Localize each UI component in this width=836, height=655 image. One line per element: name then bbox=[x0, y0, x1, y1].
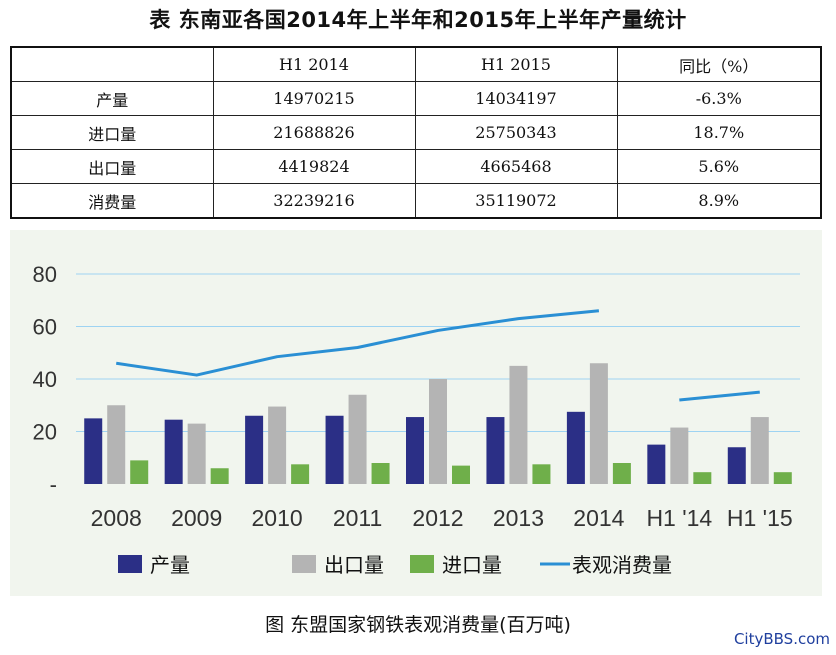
table-row: 出口量 4419824 4665468 5.6% bbox=[10, 149, 822, 184]
figure-caption: 图 东盟国家钢铁表观消费量(百万吨) bbox=[265, 614, 571, 636]
cell-h1-2015: 4665468 bbox=[414, 149, 618, 184]
cell-yoy: 5.6% bbox=[616, 149, 822, 184]
y-tick-label: 80 bbox=[33, 262, 57, 287]
bar-3 bbox=[693, 472, 712, 484]
x-tick-label: H1 '15 bbox=[727, 505, 793, 531]
stats-table: H1 2014 H1 2015 同比（%） 产量 14970215 140341… bbox=[10, 46, 822, 219]
table-row: 进口量 21688826 25750343 18.7% bbox=[10, 115, 822, 150]
table-header-cell bbox=[10, 46, 214, 82]
bar-2 bbox=[107, 405, 126, 484]
table-header-cell: 同比（%） bbox=[616, 46, 822, 82]
table-header-cell: H1 2014 bbox=[212, 46, 416, 82]
cell-h1-2015: 35119072 bbox=[414, 183, 618, 219]
watermark: CityBBS.com bbox=[733, 630, 830, 648]
legend-label: 进口量 bbox=[442, 553, 502, 577]
cell-h1-2014: 14970215 bbox=[212, 81, 416, 116]
cell-yoy: 18.7% bbox=[616, 115, 822, 150]
bar-1 bbox=[486, 417, 505, 484]
x-tick-label: 2013 bbox=[493, 505, 544, 531]
y-tick-label: 20 bbox=[33, 420, 57, 445]
table-row: 产量 14970215 14034197 -6.3% bbox=[10, 81, 822, 116]
bar-2 bbox=[589, 363, 608, 484]
bar-1 bbox=[84, 418, 103, 484]
bar-3 bbox=[773, 472, 792, 484]
bar-2 bbox=[670, 427, 689, 484]
cell-h1-2014: 32239216 bbox=[212, 183, 416, 219]
cell-h1-2015: 14034197 bbox=[414, 81, 618, 116]
legend-label: 出口量 bbox=[324, 553, 384, 577]
row-label: 进口量 bbox=[10, 115, 214, 150]
table-title: 表 东南亚各国2014年上半年和2015年上半年产量统计 bbox=[149, 8, 687, 32]
y-tick-label: 60 bbox=[33, 315, 57, 340]
x-tick-label: 2009 bbox=[171, 505, 222, 531]
bar-2 bbox=[268, 406, 287, 484]
x-tick-label: 2008 bbox=[91, 505, 142, 531]
y-tick-label: - bbox=[50, 472, 57, 497]
cell-h1-2014: 4419824 bbox=[212, 149, 416, 184]
chart-panel: 80 60 40 20 - 2008 2009 2010 2011 2012 2013 2014 H1 … bbox=[10, 230, 822, 596]
bar-1 bbox=[647, 444, 666, 484]
legend-label: 表观消费量 bbox=[572, 553, 672, 577]
bar-1 bbox=[727, 447, 746, 484]
x-tick-label: 2011 bbox=[333, 505, 382, 531]
bar-3 bbox=[532, 464, 551, 484]
bar-1 bbox=[245, 415, 264, 484]
x-tick-label: H1 '14 bbox=[646, 505, 712, 531]
x-tick-label: 2014 bbox=[573, 505, 624, 531]
bar-2 bbox=[348, 394, 367, 484]
bar-3 bbox=[612, 463, 631, 484]
bar-2 bbox=[750, 417, 769, 484]
bar-3 bbox=[210, 468, 229, 484]
cell-yoy: -6.3% bbox=[616, 81, 822, 116]
cell-h1-2015: 25750343 bbox=[414, 115, 618, 150]
consumption-line bbox=[116, 309, 600, 377]
x-tick-label: 2010 bbox=[252, 505, 303, 531]
bar-2 bbox=[187, 423, 206, 484]
legend-label: 产量 bbox=[150, 553, 190, 577]
bar-3 bbox=[130, 460, 149, 484]
bar-1 bbox=[164, 419, 183, 484]
bar-1 bbox=[406, 417, 424, 484]
x-tick-label: 2012 bbox=[412, 505, 463, 531]
bar-3 bbox=[371, 463, 390, 484]
legend-swatch bbox=[292, 555, 316, 573]
cell-yoy: 8.9% bbox=[616, 183, 822, 219]
bar-2 bbox=[509, 365, 528, 484]
steel-consumption-chart: 80 60 40 20 - 2008 2009 2010 2011 2012 2013 2014 H1 … bbox=[33, 262, 800, 577]
cell-h1-2014: 21688826 bbox=[212, 115, 416, 150]
bar-3 bbox=[452, 465, 470, 484]
consumption-line bbox=[679, 390, 760, 402]
row-label: 消费量 bbox=[10, 183, 214, 219]
legend-swatch bbox=[410, 555, 434, 573]
row-label: 出口量 bbox=[10, 149, 214, 184]
table-row: 消费量 32239216 35119072 8.9% bbox=[10, 183, 822, 219]
row-label: 产量 bbox=[10, 81, 214, 116]
legend-swatch bbox=[118, 555, 142, 573]
y-tick-label: 40 bbox=[33, 367, 57, 392]
table-header-cell: H1 2015 bbox=[414, 46, 618, 82]
bar-1 bbox=[566, 411, 585, 484]
bar-3 bbox=[291, 464, 310, 484]
bar-1 bbox=[325, 415, 344, 484]
bar-2 bbox=[429, 379, 447, 484]
table-header-row: H1 2014 H1 2015 同比（%） bbox=[10, 46, 822, 82]
